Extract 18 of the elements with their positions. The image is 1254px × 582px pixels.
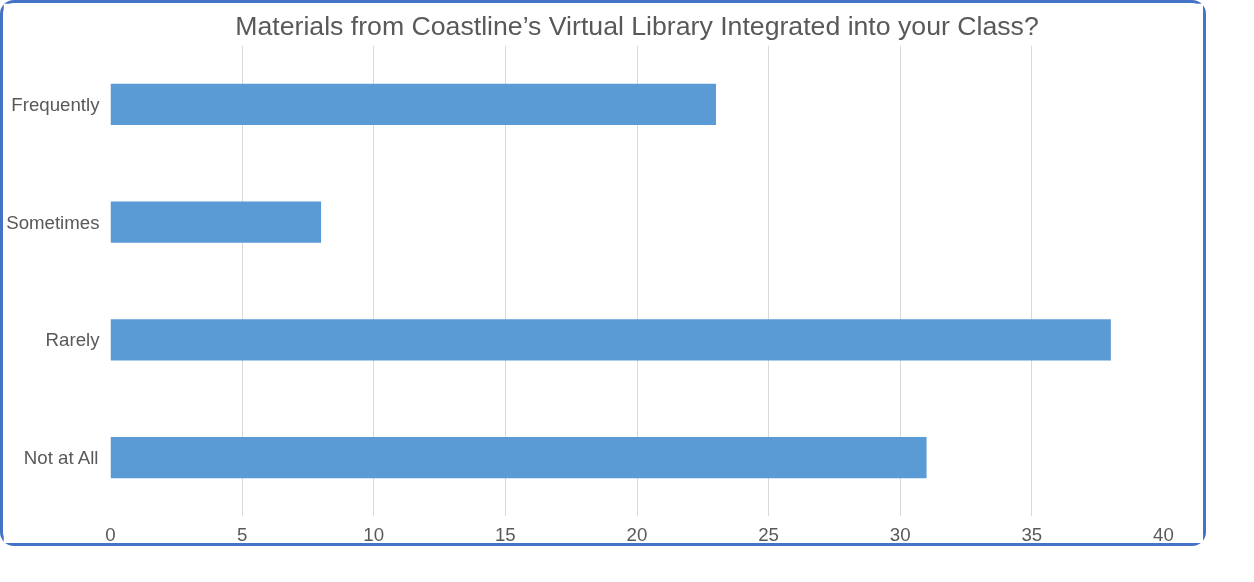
- x-tick-label: 20: [626, 523, 648, 545]
- x-tick-label: 30: [889, 523, 911, 545]
- x-tick-label: 25: [758, 523, 780, 545]
- y-tick-label: Sometimes: [6, 211, 100, 233]
- x-tick-label: 40: [1153, 523, 1174, 545]
- chart-title: Materials from Coastline’s Virtual Library Integrated into your Class?: [235, 10, 1039, 41]
- bar: [110, 83, 716, 125]
- y-tick-label: Frequently: [11, 93, 101, 115]
- bar: [110, 319, 1111, 361]
- bar: [110, 201, 322, 243]
- x-tick-label: 0: [105, 523, 116, 545]
- bar: [110, 437, 927, 479]
- y-tick-label: Not at All: [23, 447, 99, 469]
- y-tick-label: Rarely: [45, 329, 101, 351]
- x-tick-label: 15: [495, 523, 516, 545]
- x-tick-label: 35: [1021, 523, 1043, 545]
- x-tick-label: 5: [236, 523, 248, 545]
- x-tick-label: 10: [363, 523, 385, 545]
